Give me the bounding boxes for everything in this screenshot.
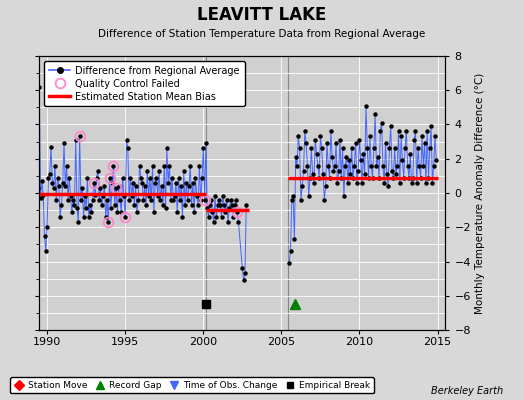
Text: LEAVITT LAKE: LEAVITT LAKE [198, 6, 326, 24]
Legend: Difference from Regional Average, Quality Control Failed, Estimated Station Mean: Difference from Regional Average, Qualit… [44, 61, 245, 106]
Y-axis label: Monthly Temperature Anomaly Difference (°C): Monthly Temperature Anomaly Difference (… [475, 72, 485, 314]
Legend: Station Move, Record Gap, Time of Obs. Change, Empirical Break: Station Move, Record Gap, Time of Obs. C… [10, 377, 374, 394]
Text: Difference of Station Temperature Data from Regional Average: Difference of Station Temperature Data f… [99, 29, 425, 39]
Text: Berkeley Earth: Berkeley Earth [431, 386, 503, 396]
